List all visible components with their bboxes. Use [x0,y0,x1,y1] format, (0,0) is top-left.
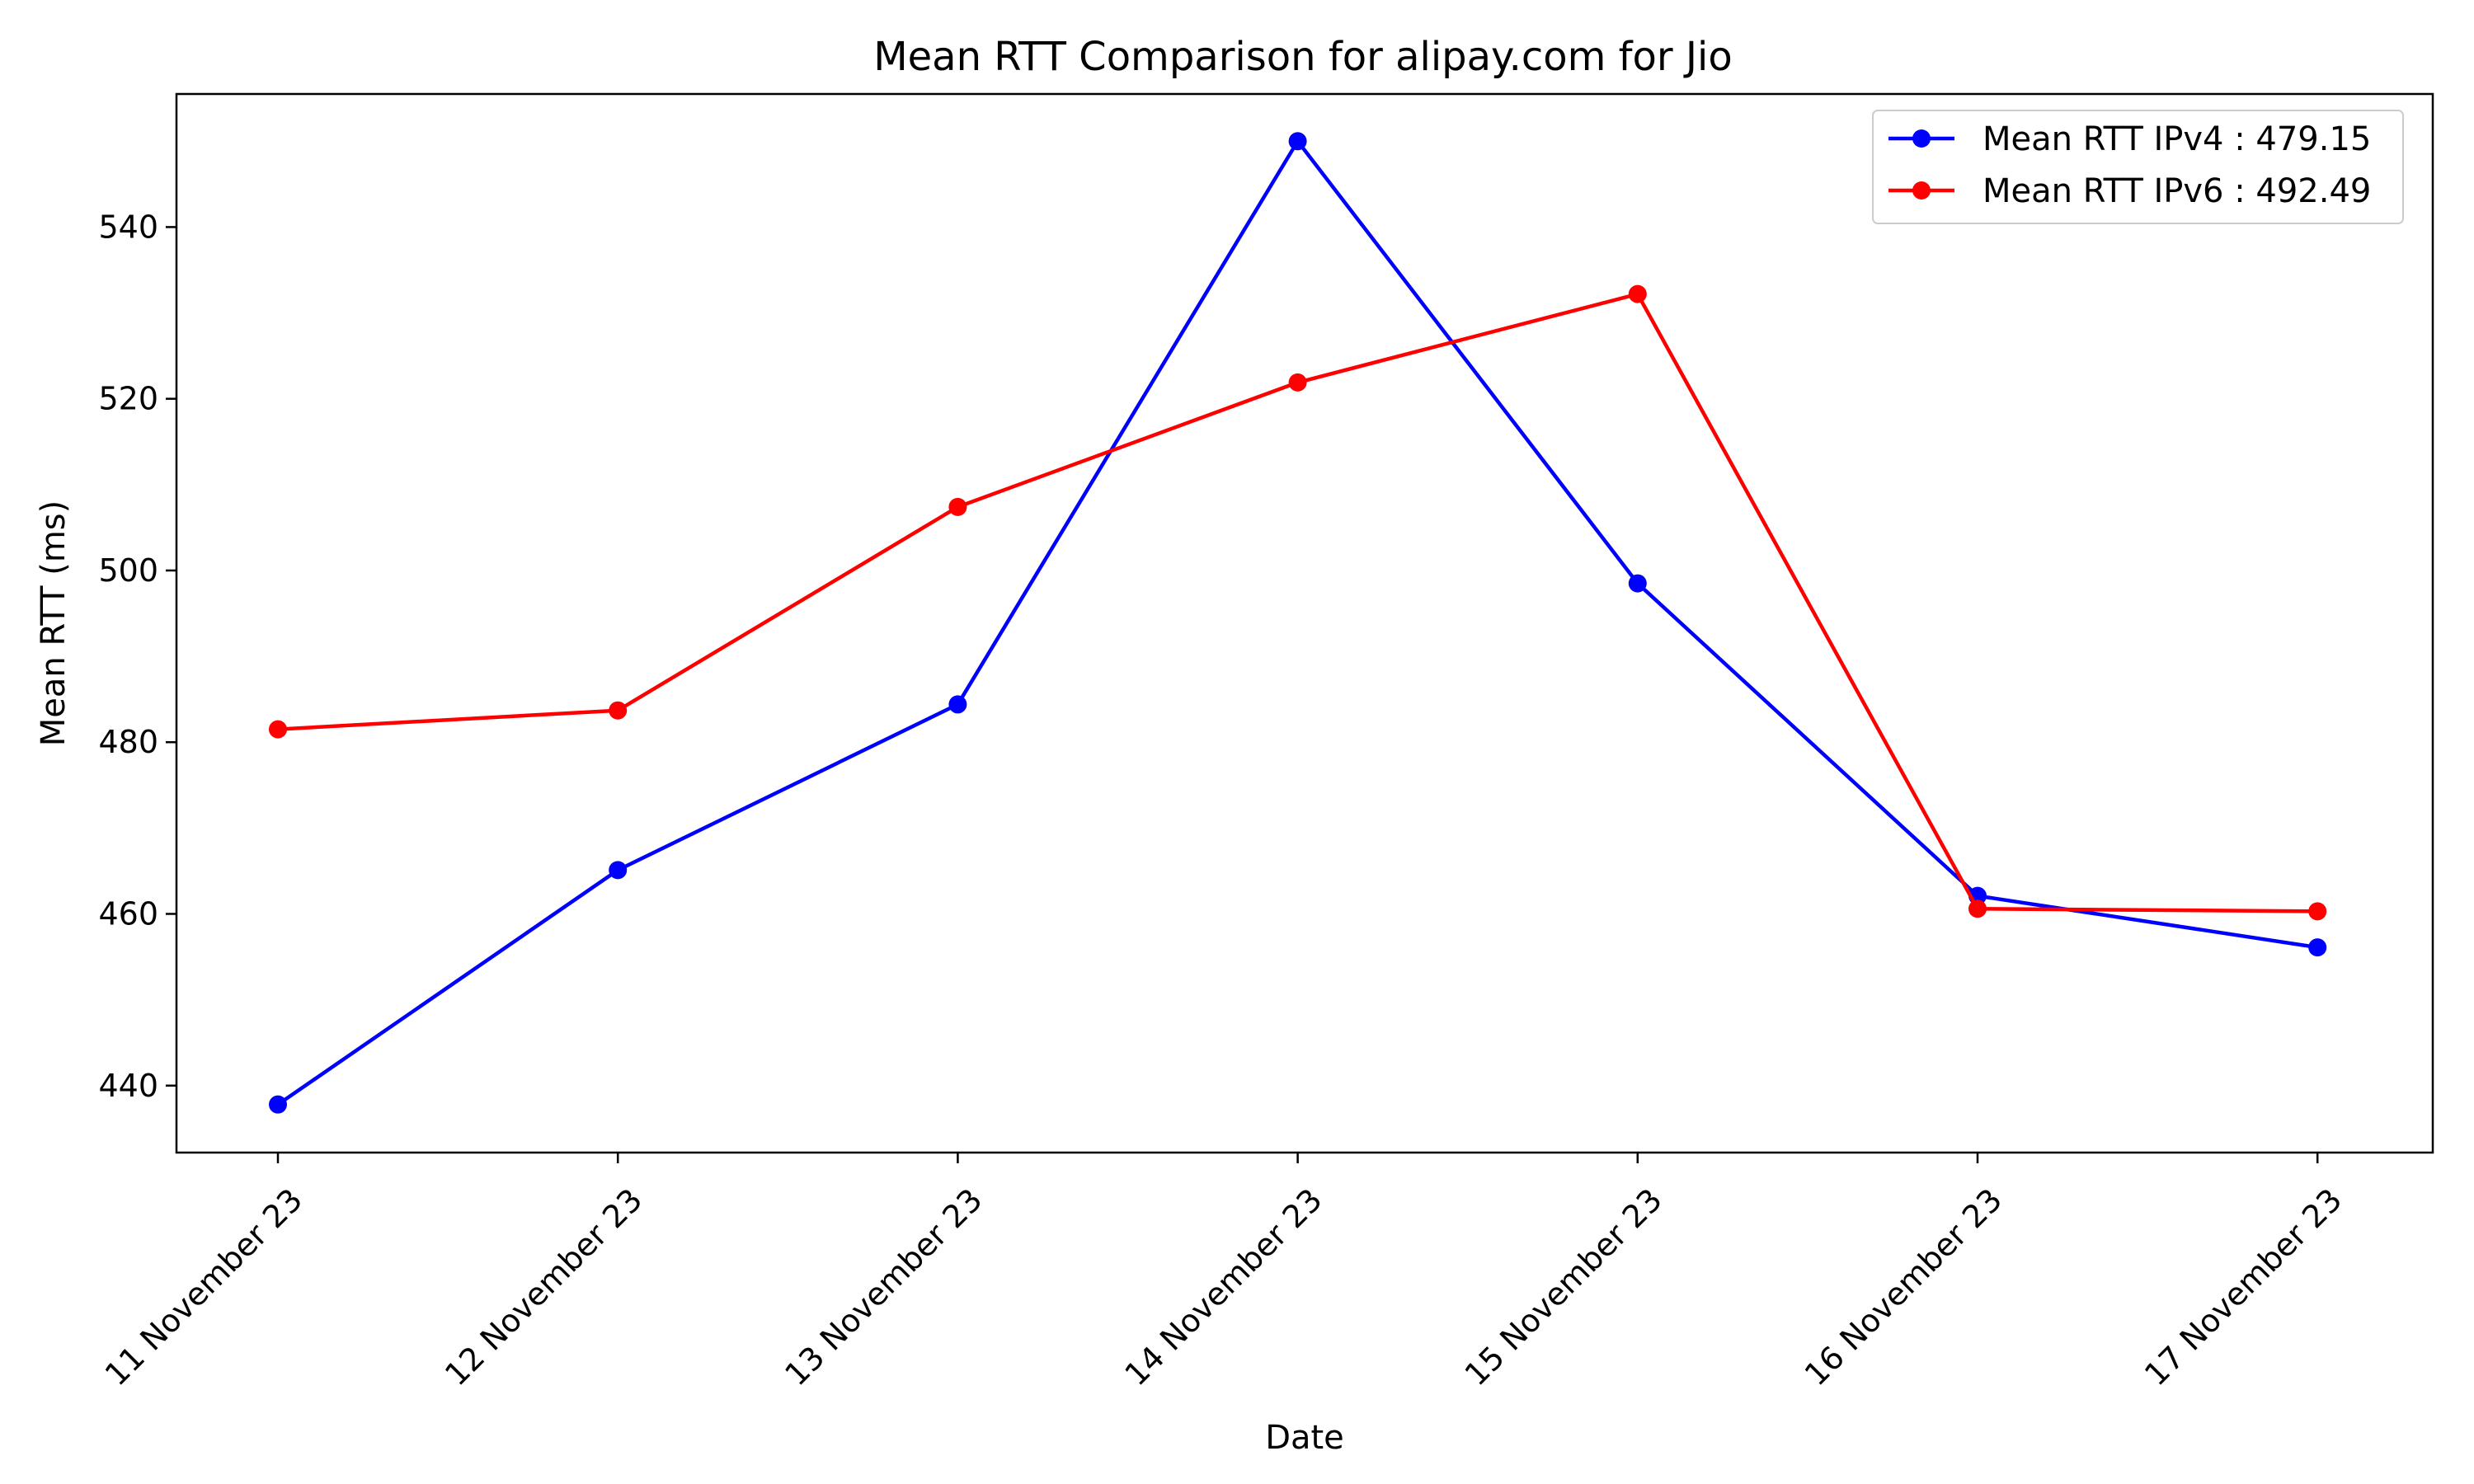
data-point [948,497,967,516]
data-point [1628,574,1647,593]
y-axis-label: Mean RTT (ms) [35,500,73,746]
legend-label: Mean RTT IPv6 : 492.49 [1982,172,2371,210]
data-point [269,1095,287,1114]
legend-frame [1872,110,2404,224]
y-tick-label: 520 [98,381,158,417]
data-point [2308,902,2327,921]
legend-swatch-marker [1912,129,1931,148]
y-axis-ticks: 440 460 480 500 520 540 [98,209,176,1104]
data-point [2308,938,2327,957]
data-point [609,861,628,880]
legend-item: Mean RTT IPv6 : 492.49 [1888,172,2371,210]
data-point [1968,899,1987,918]
data-point [948,695,967,714]
legend-swatch-marker [1912,181,1931,200]
y-tick-label: 540 [98,209,158,245]
data-point [1288,373,1307,392]
chart-title: Mean RTT Comparison for alipay.com for J… [873,34,1733,80]
legend-label: Mean RTT IPv4 : 479.15 [1982,120,2371,158]
data-point [269,720,287,739]
data-point [609,701,628,720]
legend-item: Mean RTT IPv4 : 479.15 [1888,120,2371,158]
plot-area [175,92,2434,1154]
plot-frame [175,92,2434,1154]
x-axis-label: Date [1265,1419,1344,1457]
y-tick-label: 480 [98,724,158,760]
series-layer [269,132,2327,1114]
y-tick-label: 460 [98,896,158,932]
legend: Mean RTT IPv4 : 479.15 Mean RTT IPv6 : 49… [1872,110,2404,224]
y-tick-label: 440 [98,1068,158,1104]
data-point [1288,132,1307,151]
series-2 [269,284,2327,921]
data-point [1628,284,1647,303]
y-tick-label: 500 [98,552,158,589]
